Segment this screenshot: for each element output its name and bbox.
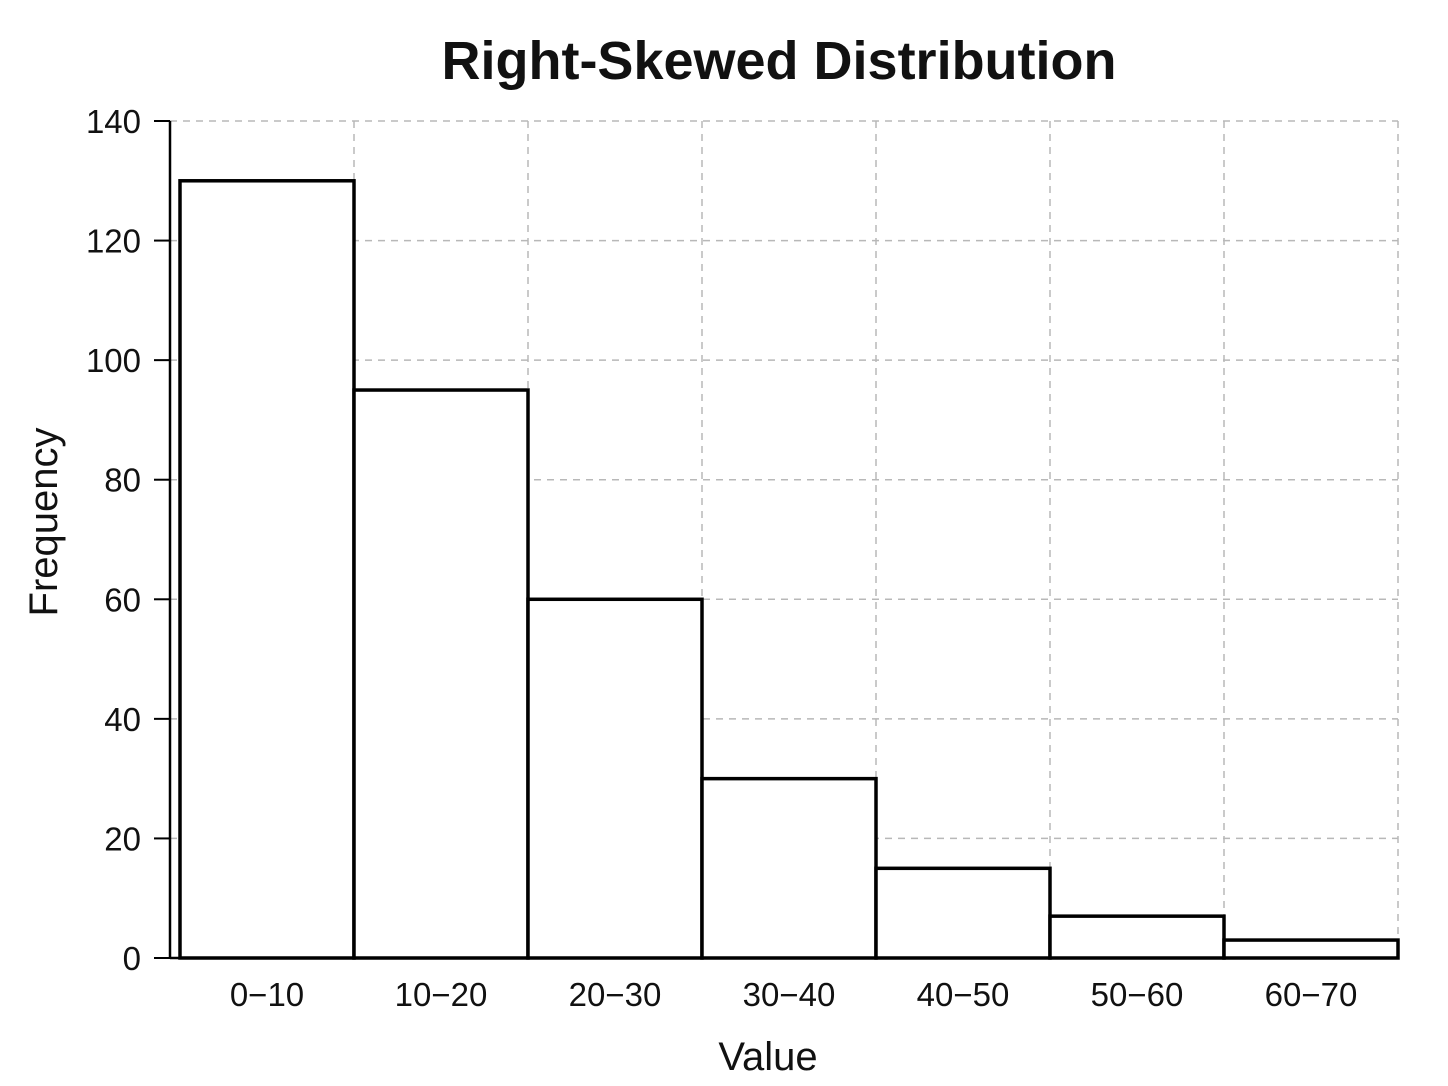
y-axis-label: Frequency: [22, 428, 66, 617]
y-tick-label: 80: [104, 462, 141, 499]
y-axis-ticks: 0 20 40 60 80 100 120 140: [86, 103, 170, 977]
x-tick-label: 30−40: [743, 976, 836, 1013]
y-tick-label: 0: [123, 940, 141, 977]
y-tick-label: 60: [104, 581, 141, 618]
bar-5: [874, 866, 1052, 960]
bars: [178, 179, 1400, 960]
x-tick-label: 20−30: [569, 976, 662, 1013]
y-tick-label: 120: [86, 223, 141, 260]
x-axis-label: Value: [718, 1035, 817, 1079]
y-tick-label: 20: [104, 820, 141, 857]
y-tick-label: 100: [86, 342, 141, 379]
bar-1: [178, 179, 356, 960]
x-tick-label: 0−10: [230, 976, 304, 1013]
bar-7: [1222, 938, 1400, 960]
x-tick-label: 60−70: [1265, 976, 1358, 1013]
x-tick-label: 40−50: [917, 976, 1010, 1013]
y-tick-label: 140: [86, 103, 141, 140]
chart-title: Right-Skewed Distribution: [442, 31, 1117, 91]
bar-4: [700, 776, 878, 960]
x-tick-label: 10−20: [395, 976, 488, 1013]
bar-6: [1048, 914, 1226, 960]
x-axis-ticks: 0−10 10−20 20−30 30−40 40−50 50−60 60−70: [230, 976, 1358, 1013]
x-tick-label: 50−60: [1091, 976, 1184, 1013]
bar-3: [526, 597, 704, 960]
y-tick-label: 40: [104, 701, 141, 738]
bar-2: [352, 388, 530, 960]
